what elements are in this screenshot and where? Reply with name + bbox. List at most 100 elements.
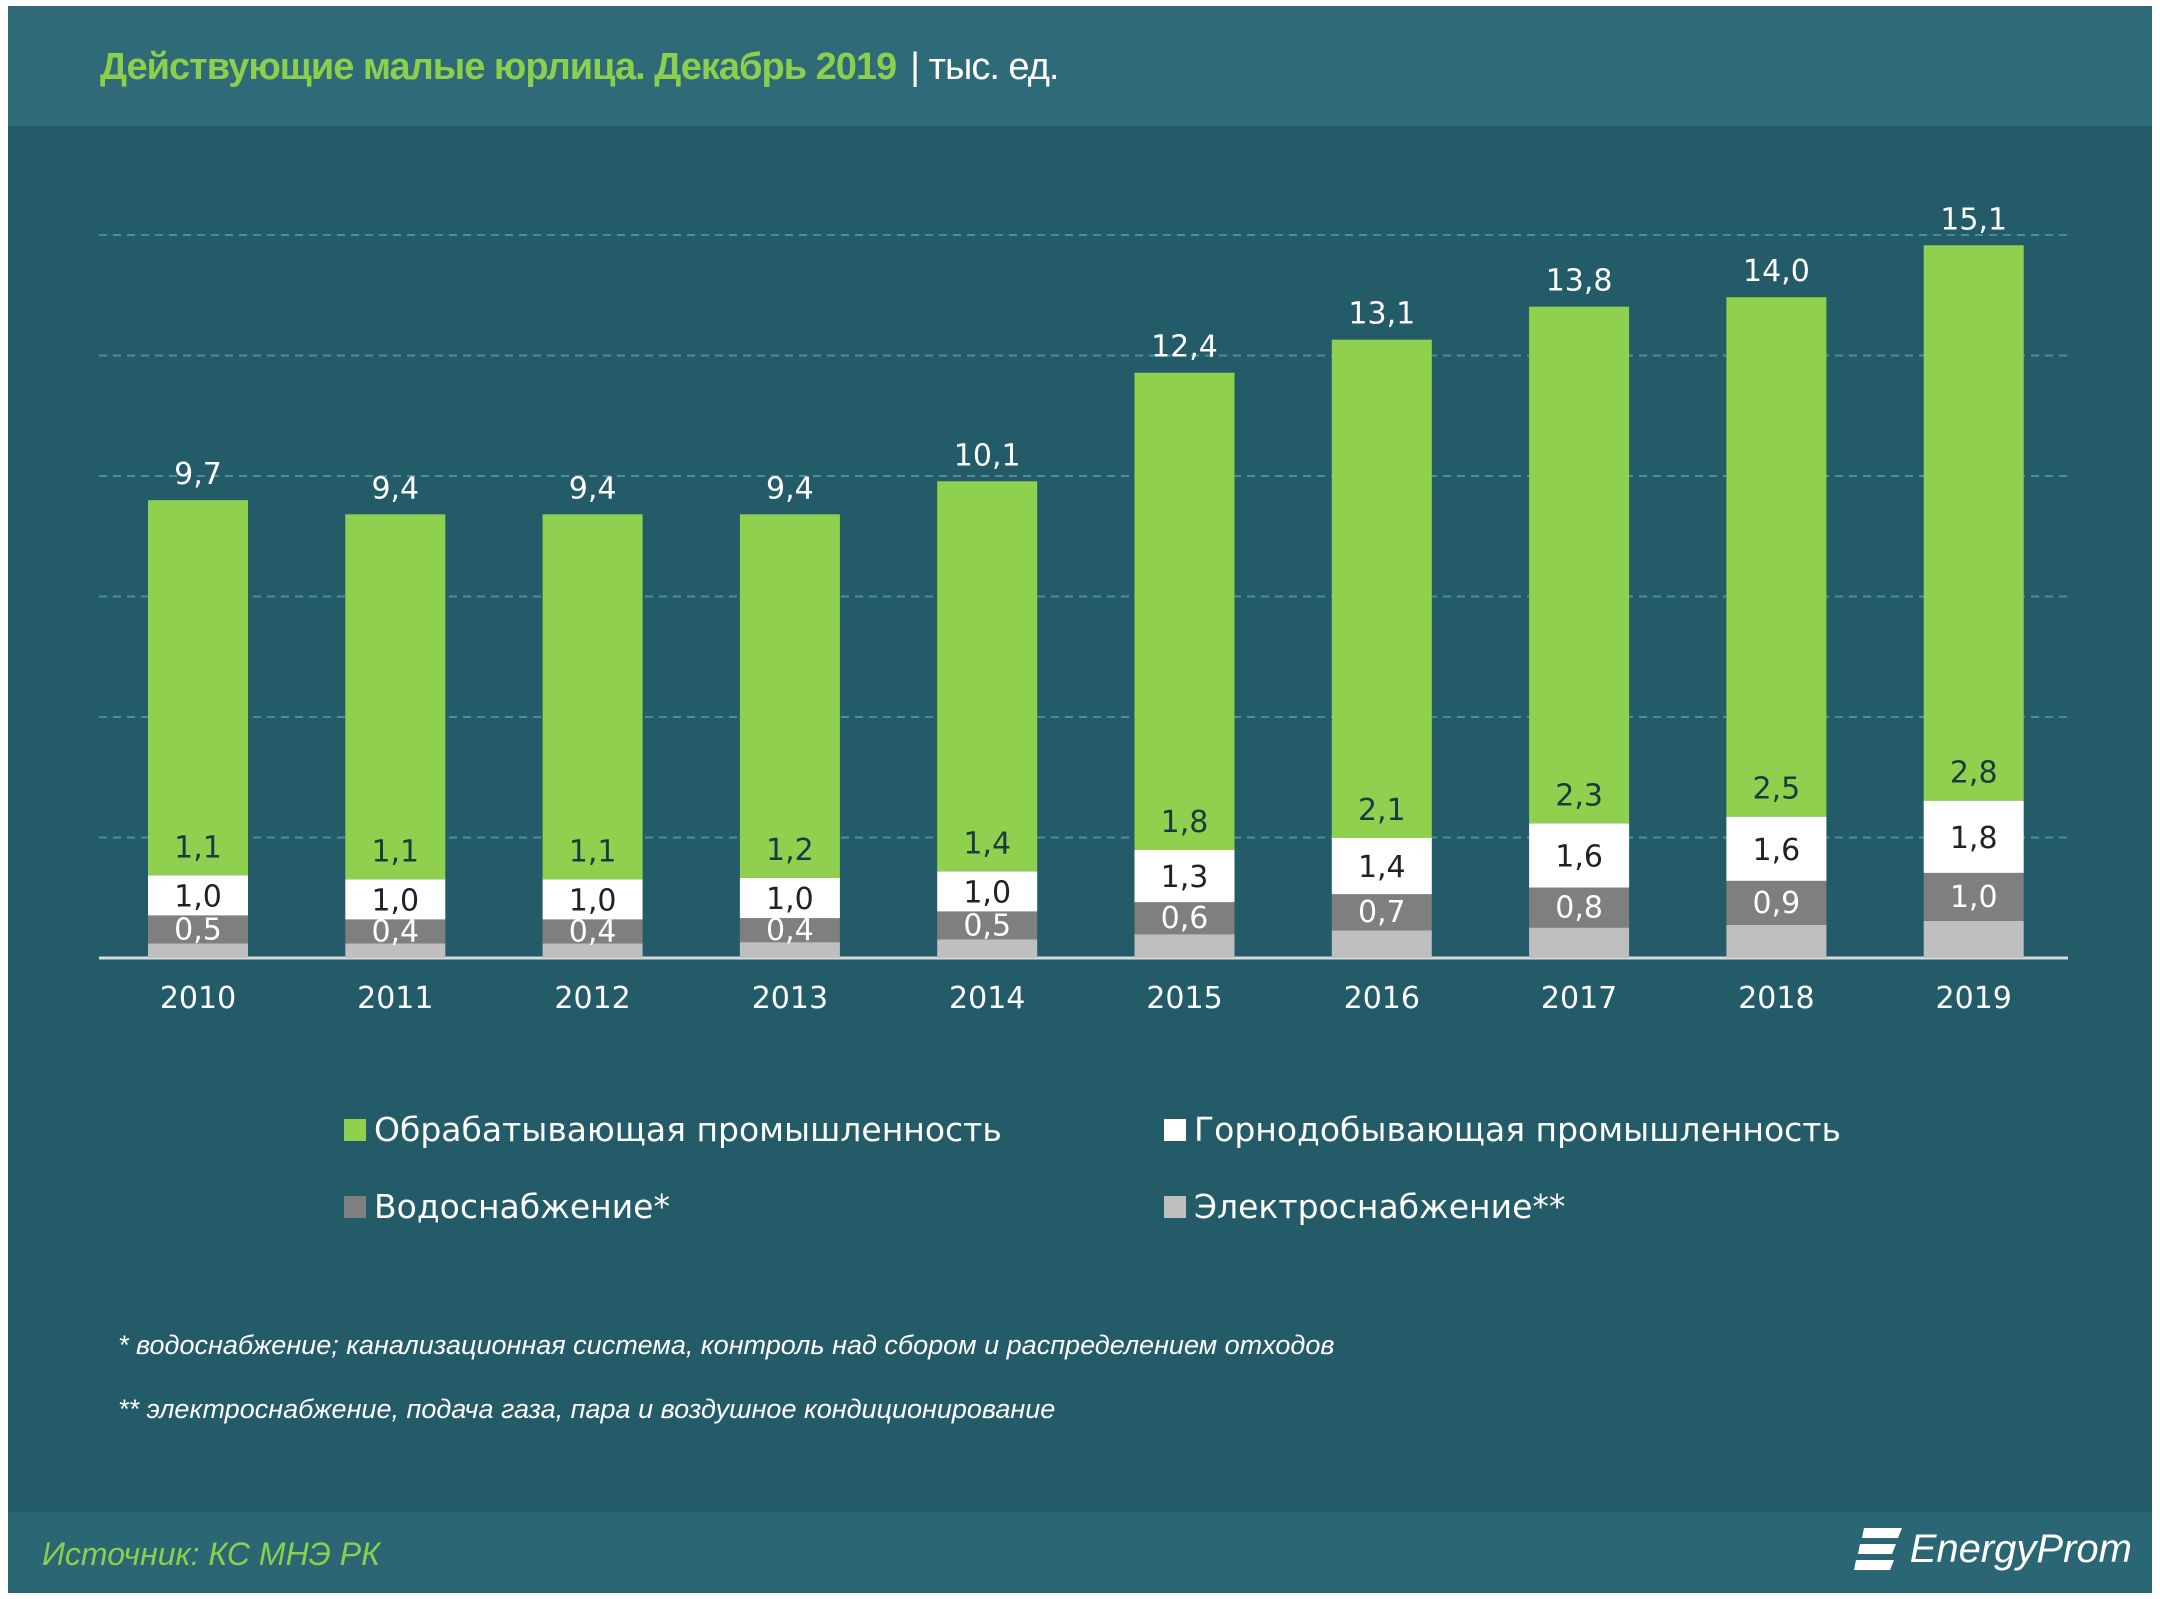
- label-total: 15,1: [1940, 202, 2007, 237]
- label-total: 14,0: [1743, 254, 1810, 289]
- bar-electricity: [1726, 924, 1827, 958]
- label-water: 0,8: [1555, 891, 1603, 926]
- bar-electricity: [1529, 927, 1630, 958]
- footer: Источник: КС МНЭ РК EnergyProm: [8, 1512, 2152, 1593]
- label-total: 9,4: [569, 471, 617, 506]
- bar-manufacturing: [1726, 297, 1827, 817]
- bar-mining: [345, 879, 446, 920]
- label-total: 10,1: [954, 438, 1021, 473]
- x-tick-label: 2010: [160, 981, 236, 1016]
- unit-label: | тыс. ед.: [910, 46, 1059, 88]
- legend-label: Водоснабжение*: [374, 1187, 670, 1226]
- label-electricity: 1,1: [569, 834, 617, 869]
- bar-manufacturing: [1134, 372, 1235, 850]
- label-electricity: 1,1: [371, 834, 419, 869]
- bar-electricity: [1134, 934, 1235, 958]
- label-mining: 1,6: [1753, 833, 1801, 868]
- label-water: 0,4: [371, 914, 419, 949]
- plot-area: 0,51,01,19,720100,41,01,19,420110,41,01,…: [99, 202, 2068, 1016]
- label-water: 0,4: [766, 913, 814, 948]
- bar-mining: [148, 875, 248, 916]
- x-tick-label: 2014: [949, 981, 1025, 1016]
- label-total: 9,4: [371, 471, 419, 506]
- label-water: 0,6: [1161, 901, 1209, 936]
- bar-electricity: [937, 939, 1038, 958]
- bar-mining: [739, 877, 840, 919]
- bar-electricity: [739, 942, 840, 958]
- legend-electricity: Электроснабжение**: [1164, 1187, 1565, 1226]
- title-text: Действующие малые юрлица. Декабрь 2019: [100, 46, 897, 88]
- logo-text: EnergyProm: [1909, 1526, 2132, 1571]
- header: Действующие малые юрлица. Декабрь 2019 | …: [8, 6, 2152, 126]
- bar-water: [1726, 880, 1827, 925]
- bar-electricity: [1331, 930, 1432, 958]
- bar-electricity: [345, 943, 446, 958]
- legend-swatch: [1164, 1195, 1186, 1218]
- label-mining: 1,0: [766, 882, 814, 917]
- footnote-1: * водоснабжение; канализационная система…: [118, 1330, 1335, 1360]
- label-electricity: 1,2: [766, 833, 814, 868]
- legend-label: Горнодобывающая промышленность: [1194, 1110, 1841, 1149]
- bar-electricity: [148, 943, 248, 958]
- bar-water: [739, 918, 840, 943]
- x-tick-label: 2018: [1738, 981, 1814, 1016]
- label-mining: 1,3: [1161, 860, 1209, 895]
- bar-manufacturing: [937, 481, 1038, 872]
- bar-water: [345, 919, 446, 944]
- bar-mining: [1923, 800, 2024, 873]
- bar-electricity: [542, 943, 643, 958]
- x-tick-label: 2012: [554, 981, 630, 1016]
- bar-manufacturing: [1529, 306, 1630, 824]
- bar-electricity: [1923, 920, 2024, 958]
- bar-mining: [937, 871, 1038, 912]
- legend-swatch: [344, 1118, 366, 1141]
- label-electricity: 1,4: [963, 826, 1011, 861]
- source-text: Источник: КС МНЭ РК: [42, 1536, 380, 1572]
- chart-frame: Действующие малые юрлица. Декабрь 2019 | …: [8, 6, 2152, 1593]
- bar-mining: [1134, 849, 1235, 903]
- legend-mining: Горнодобывающая промышленность: [1164, 1110, 1841, 1149]
- bar-mining: [1529, 823, 1630, 888]
- legend-swatch: [344, 1195, 366, 1218]
- legend-water: Водоснабжение*: [344, 1187, 670, 1226]
- label-mining: 1,0: [174, 879, 222, 914]
- x-tick-label: 2013: [752, 981, 828, 1016]
- label-electricity: 2,5: [1753, 772, 1801, 807]
- bar-manufacturing: [1923, 245, 2024, 801]
- label-mining: 1,0: [569, 883, 617, 918]
- footnote-2: ** электроснабжение, подача газа, пара и…: [118, 1394, 1056, 1424]
- label-total: 12,4: [1151, 330, 1218, 365]
- bar-water: [1331, 894, 1432, 931]
- bar-water: [1529, 887, 1630, 928]
- chart-title: Действующие малые юрлица. Декабрь 2019 | …: [100, 46, 1059, 89]
- label-mining: 1,6: [1555, 839, 1603, 874]
- label-total: 13,1: [1348, 297, 1415, 332]
- label-total: 13,8: [1546, 264, 1613, 299]
- legend-label: Электроснабжение**: [1194, 1187, 1566, 1226]
- bar-water: [1134, 902, 1235, 935]
- label-mining: 1,4: [1358, 850, 1406, 885]
- x-tick-label: 2019: [1936, 981, 2012, 1016]
- x-tick-label: 2015: [1146, 981, 1222, 1016]
- bar-water: [937, 911, 1038, 940]
- label-mining: 1,0: [371, 883, 419, 918]
- x-tick-label: 2016: [1344, 981, 1420, 1016]
- label-water: 0,5: [963, 908, 1011, 943]
- bar-mining: [1726, 816, 1827, 881]
- bar-water: [542, 919, 643, 944]
- bar-water: [148, 915, 248, 944]
- label-electricity: 1,1: [174, 830, 222, 865]
- bar-manufacturing: [542, 514, 643, 880]
- bar-water: [1923, 872, 2024, 921]
- bar-manufacturing: [1331, 339, 1432, 838]
- label-mining: 1,8: [1950, 821, 1998, 856]
- label-electricity: 2,3: [1555, 778, 1603, 813]
- label-electricity: 2,1: [1358, 793, 1406, 828]
- bar-mining: [1331, 837, 1432, 895]
- label-electricity: 1,8: [1161, 805, 1209, 840]
- bar-mining: [542, 879, 643, 920]
- x-tick-label: 2017: [1541, 981, 1617, 1016]
- label-total: 9,4: [766, 471, 814, 506]
- label-water: 0,5: [174, 912, 222, 947]
- bar-manufacturing: [148, 500, 248, 876]
